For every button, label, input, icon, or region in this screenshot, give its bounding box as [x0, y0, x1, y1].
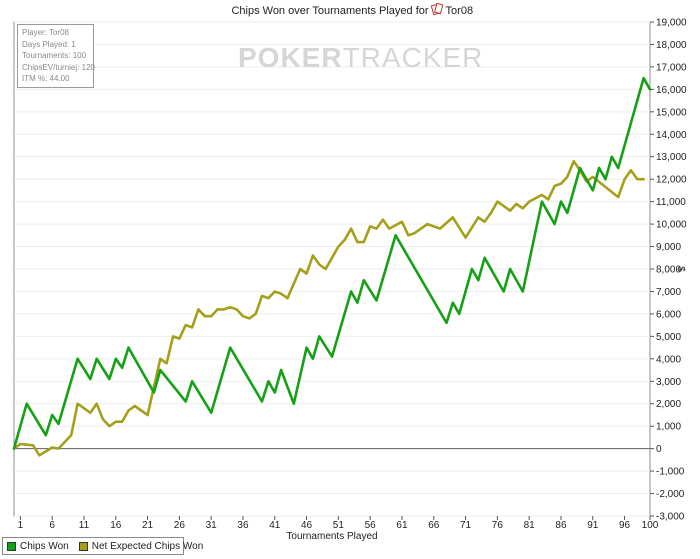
x-tick-label: 41 — [269, 520, 281, 531]
x-tick-label: 36 — [237, 520, 249, 531]
x-tick-label: 51 — [333, 520, 345, 531]
info-player: Player: Tor08 — [22, 28, 69, 37]
x-tick-label: 31 — [206, 520, 218, 531]
y-tick-label: -3,000 — [656, 512, 685, 523]
y-tick-label: 18,000 — [656, 40, 687, 51]
stats-info-box: Player: Tor08 Days Played: 1 Tournaments… — [17, 24, 95, 88]
y-tick-label: 14,000 — [656, 130, 687, 141]
x-tick-label: 11 — [79, 520, 90, 531]
y-tick-label: 4,000 — [656, 354, 681, 365]
x-tick-label: 16 — [110, 520, 122, 531]
info-chipsev: ChipsEV/turniej: 120 — [22, 62, 95, 72]
chart-title: Chips Won over Tournaments Played for — [231, 5, 428, 17]
x-tick-label: 1 — [18, 520, 24, 531]
info-tournaments: Tournaments: 100 — [22, 51, 87, 60]
legend-label: Net Expected Chips Won — [91, 540, 204, 552]
watermark-poker: POKER — [238, 42, 343, 73]
y-tick-label: 7,000 — [656, 287, 681, 298]
watermark-tracker: TRACKER — [342, 42, 484, 73]
x-axis-title: Tournaments Played — [286, 531, 377, 542]
x-tick-label: 81 — [524, 520, 536, 531]
y-tick-label: 11,000 — [656, 197, 686, 208]
x-tick-label: 91 — [587, 520, 599, 531]
y-tick-label: 17,000 — [656, 62, 687, 73]
chart-title-player: Tor08 — [446, 5, 474, 17]
legend-item-net-expected[interactable]: Net Expected Chips Won — [78, 540, 204, 552]
y-tick-label: 9,000 — [656, 242, 681, 253]
info-days-played: Days Played: 1 — [22, 39, 76, 49]
y-tick-label: -2,000 — [656, 489, 685, 500]
chart-title-text: Chips Won over Tournaments Played for — [231, 5, 428, 17]
legend-label: Chips Won — [20, 540, 69, 552]
info-itm: ITM %: 44.00 — [22, 74, 70, 83]
x-tick-label: 61 — [396, 520, 408, 531]
series-layer — [12, 76, 652, 457]
x-tick-label: 46 — [301, 520, 313, 531]
y-tick-label: 8,000 — [656, 265, 681, 276]
card-front — [434, 2, 444, 15]
x-tick-label: 100 — [642, 520, 659, 531]
x-tick-label: 66 — [428, 520, 440, 531]
y-tick-label: 3,000 — [656, 377, 681, 388]
x-tick-label: 96 — [619, 520, 631, 531]
legend-item-chips-won[interactable]: Chips Won — [7, 541, 69, 552]
y-tick-label: 16,000 — [656, 85, 687, 96]
y-tick-label: 2,000 — [656, 399, 681, 410]
x-tick-label: 86 — [555, 520, 567, 531]
y-axis: -3,000 -2,000 -1,000 0 1,000 2,000 3,000 4,000 5… — [650, 18, 687, 523]
y-tick-label: -1,000 — [656, 467, 685, 478]
y-tick-label: 10,000 — [656, 220, 687, 231]
x-tick-label: 71 — [460, 520, 472, 531]
y-tick-label: 15,000 — [656, 107, 687, 118]
legend-swatch — [78, 541, 88, 551]
series-chips-won-line — [12, 76, 652, 450]
x-tick-label: 6 — [49, 520, 55, 531]
y-axis-title: $ — [675, 266, 686, 272]
y-tick-label: 5,000 — [656, 332, 681, 343]
x-tick-label: 21 — [142, 520, 154, 531]
series-net-expected-line — [12, 159, 645, 457]
y-tick-label: 12,000 — [656, 175, 687, 186]
y-tick-label: 0 — [656, 444, 662, 455]
y-tick-label: 19,000 — [656, 18, 687, 29]
y-tick-label: 6,000 — [656, 309, 681, 320]
red-cards-icon — [430, 2, 444, 16]
watermark: POKERTRACKER — [238, 42, 483, 74]
x-tick-label: 26 — [174, 520, 186, 531]
x-tick-label: 56 — [365, 520, 377, 531]
legend-swatch — [7, 541, 16, 551]
y-tick-label: 13,000 — [656, 152, 687, 163]
y-tick-label: 1,000 — [656, 422, 681, 433]
x-tick-label: 76 — [492, 520, 504, 531]
legend: Chips Won Net Expected Chips Won — [2, 537, 203, 555]
x-axis: 1 6 11 16 21 26 31 36 41 46 51 56 61 66 71 76 81 86 91 96 10… — [18, 516, 659, 531]
